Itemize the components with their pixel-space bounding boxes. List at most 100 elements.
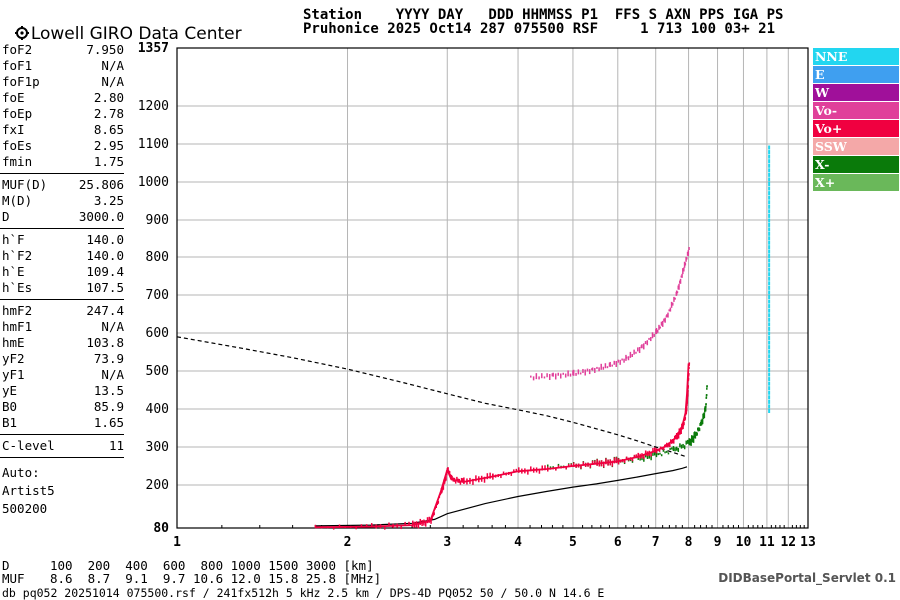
f-mode-echo-mark xyxy=(651,332,654,339)
x-mode-echo-mark xyxy=(675,446,678,451)
x-mode-echo-mark xyxy=(646,454,649,459)
param-value: N/A xyxy=(101,367,124,382)
x-mode-echo-mark xyxy=(674,447,676,452)
param-row-group3-2: h`E 109.4 xyxy=(2,264,124,280)
f-mode-echo-mark xyxy=(680,275,683,278)
f-mode-echo-mark xyxy=(674,297,676,300)
vertical-echo-mark xyxy=(768,304,771,309)
vertical-echo-mark xyxy=(768,340,771,345)
f-mode-echo-mark xyxy=(579,372,582,375)
param-row-group5-0: C-level 11 xyxy=(2,438,124,454)
o-mode-echo-mark xyxy=(669,443,671,448)
param-row-group4-0: hmF2 247.4 xyxy=(2,303,124,319)
f-mode-echo-mark xyxy=(650,337,652,342)
f-mode-echo-mark xyxy=(666,314,668,318)
param-value: 11 xyxy=(108,438,124,453)
x-mode-echo-mark xyxy=(662,449,665,452)
o-mode-echo-mark xyxy=(500,475,502,479)
y-tick-label: 800 xyxy=(146,250,169,265)
o-mode-echo-mark xyxy=(492,473,494,477)
o-mode-echo-mark xyxy=(589,463,592,468)
f-mode-echo-mark xyxy=(586,368,589,372)
param-key: yF2 xyxy=(2,351,25,366)
param-separator xyxy=(0,299,124,300)
o-mode-echo-mark xyxy=(631,458,634,462)
vertical-echo-mark xyxy=(768,200,771,205)
x-mode-echo-mark xyxy=(682,443,684,448)
vertical-echo-mark xyxy=(768,218,771,223)
param-separator xyxy=(0,228,124,229)
vertical-echo-mark xyxy=(768,336,771,341)
f-mode-echo-mark xyxy=(668,309,670,312)
y-tick-label: 700 xyxy=(146,288,169,303)
o-mode-echo-mark xyxy=(447,467,449,470)
y-tick-label: 200 xyxy=(146,478,169,493)
o-mode-echo-mark xyxy=(489,472,491,479)
o-mode-echo-mark xyxy=(580,464,582,469)
vertical-echo-mark xyxy=(768,240,771,245)
x-mode-echo-mark xyxy=(669,447,671,450)
f-mode-echo-mark xyxy=(675,290,678,296)
o-mode-echo-mark xyxy=(613,457,616,464)
x-mode-echo-mark xyxy=(549,466,552,469)
vertical-echo-mark xyxy=(768,285,771,290)
param-key: D xyxy=(2,209,10,224)
vertical-echo-mark xyxy=(768,281,771,286)
vertical-echo-mark xyxy=(768,409,771,413)
o-mode-echo-mark xyxy=(555,468,557,471)
param-value: 3.25 xyxy=(93,193,124,208)
vertical-echo-mark xyxy=(768,254,771,259)
param-value: 2.80 xyxy=(93,90,124,105)
o-mode-echo-mark xyxy=(565,467,567,470)
o-mode-echo-mark xyxy=(417,522,420,529)
o-mode-echo-mark xyxy=(408,521,410,526)
param-value: 1.75 xyxy=(93,154,124,169)
f-mode-echo-mark xyxy=(557,372,560,376)
o-mode-echo-mark xyxy=(603,461,605,468)
o-mode-echo-mark xyxy=(664,444,666,447)
o-mode-echo-mark xyxy=(384,525,386,530)
f-mode-echo-mark xyxy=(564,373,567,378)
f-mode-echo-mark xyxy=(672,302,674,306)
vertical-echo-mark xyxy=(768,395,771,400)
x-mode-echo-mark xyxy=(667,452,670,455)
f-mode-echo-mark xyxy=(613,360,615,365)
o-mode-echo-mark xyxy=(510,472,513,476)
o-mode-echo-mark xyxy=(683,422,685,426)
vertical-echo-mark xyxy=(768,168,771,173)
param-key: B1 xyxy=(2,415,18,430)
o-mode-echo-mark xyxy=(460,477,463,482)
legend-item-nne: NNE xyxy=(813,48,899,65)
vertical-echo-mark xyxy=(768,172,771,177)
legend-item-ssw: SSW xyxy=(813,138,899,155)
f-mode-echo-mark xyxy=(653,333,655,337)
o-mode-echo-mark xyxy=(459,480,462,485)
f-mode-echo-mark xyxy=(646,340,649,346)
gear-logo-icon xyxy=(14,26,29,40)
vertical-echo-mark xyxy=(768,363,771,368)
param-key: fxI xyxy=(2,122,25,137)
f-mode-echo-mark xyxy=(532,376,535,381)
vertical-echo-mark xyxy=(768,272,771,277)
o-mode-echo-mark xyxy=(541,465,543,471)
o-mode-echo-mark xyxy=(513,469,515,473)
f-mode-echo-mark xyxy=(687,250,690,257)
x-mode-echo-mark xyxy=(664,451,666,454)
x-mode-echo-mark xyxy=(692,436,695,443)
o-mode-echo-mark xyxy=(659,446,662,449)
o-mode-echo-mark xyxy=(633,454,636,458)
param-value: 103.8 xyxy=(86,335,124,350)
o-mode-echo-mark xyxy=(437,500,440,504)
param-key: fmin xyxy=(2,154,33,169)
x-mode-echo-mark xyxy=(698,428,701,432)
o-mode-echo-mark xyxy=(544,465,546,471)
legend-item-w: W xyxy=(813,84,899,101)
param-key: yE xyxy=(2,383,18,398)
vertical-echo-mark xyxy=(768,299,771,304)
o-mode-echo-mark xyxy=(472,478,474,485)
x-mode-echo-mark xyxy=(706,387,708,390)
param-value: 8.65 xyxy=(93,122,124,137)
f-mode-echo-mark xyxy=(625,356,628,359)
o-mode-echo-mark xyxy=(424,520,427,527)
